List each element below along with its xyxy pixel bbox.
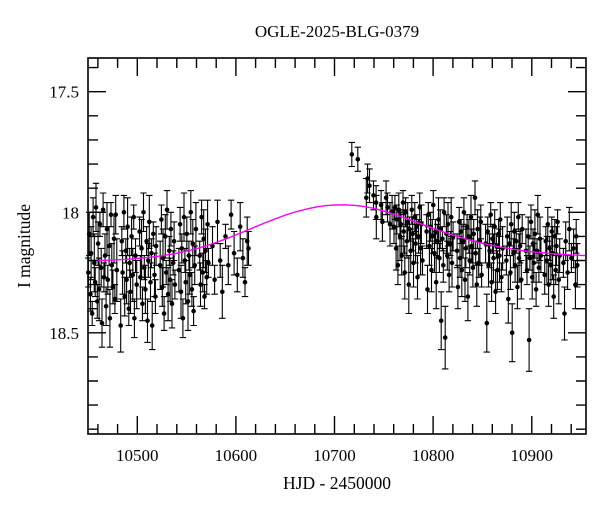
axis-ticks <box>88 58 586 434</box>
tick-labels: 10500 10600 10700 10800 10900 17.5 18 18.5 <box>49 83 553 465</box>
plot-frame <box>87 57 587 435</box>
microlensing-model-curve <box>88 204 587 262</box>
x-tick-label: 10800 <box>412 446 455 465</box>
data-points-with-error-bars <box>85 141 581 372</box>
y-axis-label: I magnitude <box>14 204 34 288</box>
y-tick-label: 18.5 <box>49 324 79 343</box>
plot-frame-and-ticks <box>87 57 587 435</box>
model-curve <box>88 204 587 262</box>
error-bars <box>85 141 581 372</box>
x-tick-label: 10600 <box>215 446 258 465</box>
x-axis-label: HJD - 2450000 <box>283 473 391 493</box>
y-tick-label: 17.5 <box>49 83 79 102</box>
y-tick-label: 18 <box>62 203 79 222</box>
chart-title: OGLE-2025-BLG-0379 <box>255 22 419 41</box>
x-tick-label: 10500 <box>116 446 159 465</box>
x-tick-label: 10700 <box>313 446 356 465</box>
x-tick-label: 10900 <box>511 446 554 465</box>
